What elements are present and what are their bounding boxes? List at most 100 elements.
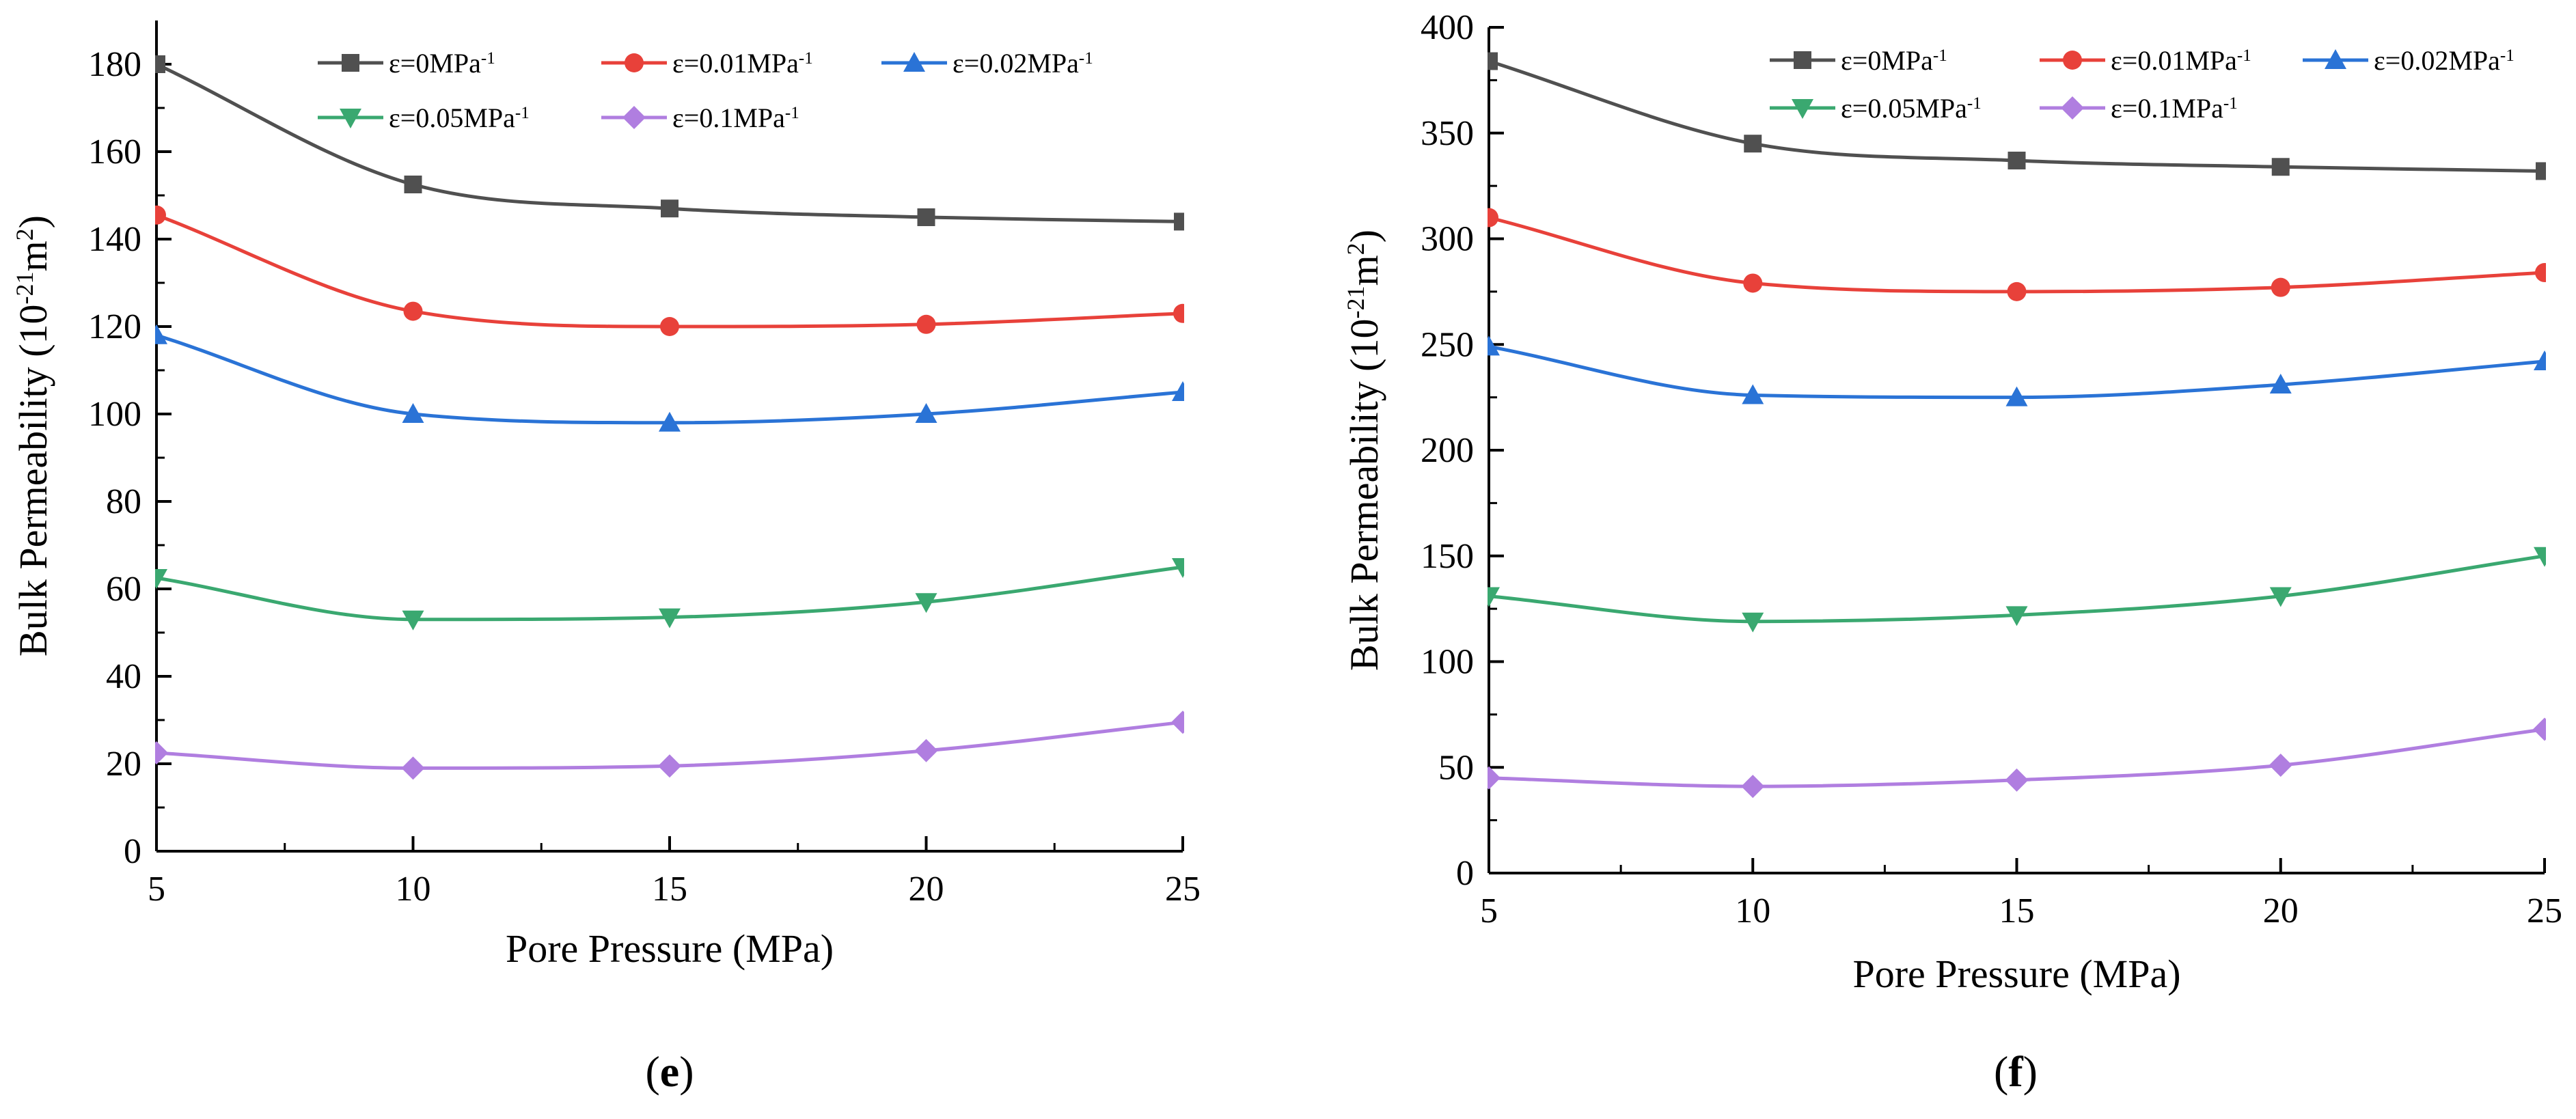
y-tick-label: 40	[106, 657, 141, 696]
panel-label: (e)	[645, 1047, 694, 1096]
data-point-s0-0	[1488, 52, 1498, 70]
y-axis-title: Bulk Permeability (10-21m2)	[11, 215, 55, 657]
data-point-s1-0	[1488, 208, 1498, 227]
y-tick-label: 100	[1421, 643, 1474, 682]
data-point-s1-4	[2535, 263, 2546, 283]
data-point-s2-2	[659, 411, 681, 432]
legend-marker-1	[625, 53, 644, 72]
data-point-s3-3	[915, 593, 937, 613]
y-tick-label: 100	[88, 395, 141, 434]
x-tick-label: 20	[2263, 892, 2299, 930]
data-point-s0-2	[661, 199, 679, 218]
legend-marker-2	[2325, 49, 2346, 69]
legend-marker-3	[340, 109, 361, 128]
x-tick-label: 25	[1165, 870, 1201, 909]
data-point-s4-4	[1171, 710, 1184, 734]
y-tick-label: 0	[1456, 854, 1474, 893]
y-tick-label: 120	[88, 307, 141, 346]
x-tick-label: 10	[396, 870, 431, 909]
x-tick-label: 5	[148, 870, 165, 909]
data-point-s2-1	[1742, 384, 1764, 404]
x-tick-label: 15	[1999, 892, 2035, 930]
data-point-s4-3	[2269, 754, 2292, 777]
legend-marker-4	[2061, 96, 2084, 120]
data-point-s0-1	[1744, 135, 1762, 153]
data-point-s2-3	[915, 403, 937, 423]
data-point-s2-0	[155, 324, 167, 344]
legend-marker-2	[903, 52, 925, 72]
x-tick-label: 5	[1480, 892, 1498, 930]
data-point-s4-2	[658, 754, 681, 778]
data-point-s3-4	[1172, 558, 1184, 578]
legend-label-2: ε=0.02MPa-1	[2374, 45, 2515, 76]
data-point-s2-4	[1172, 381, 1184, 401]
data-point-s0-4	[1174, 212, 1184, 231]
data-point-s1-3	[2271, 277, 2290, 297]
data-point-s3-0	[1488, 587, 1500, 607]
plot-area	[155, 55, 1184, 780]
data-point-s1-1	[403, 301, 423, 321]
data-point-s0-2	[2008, 151, 2026, 169]
data-point-s4-2	[2005, 768, 2029, 792]
data-point-s2-3	[2269, 374, 2292, 394]
legend-label-1: ε=0.01MPa-1	[672, 48, 813, 79]
data-point-s3-2	[659, 608, 681, 628]
data-point-s3-2	[2005, 606, 2028, 626]
legend-marker-0	[342, 54, 359, 72]
data-point-s3-3	[2269, 587, 2292, 607]
data-point-s3-0	[155, 569, 167, 589]
y-tick-label: 50	[1438, 748, 1474, 787]
y-tick-label: 350	[1421, 114, 1474, 153]
data-point-s3-1	[402, 610, 424, 631]
legend-label-3: ε=0.05MPa-1	[1841, 93, 1982, 124]
data-point-s4-4	[2533, 717, 2546, 741]
data-point-s1-0	[155, 205, 166, 225]
legend-label-4: ε=0.1MPa-1	[2111, 93, 2238, 124]
data-point-s3-4	[2534, 547, 2546, 567]
plot-area	[1488, 52, 2546, 799]
y-tick-label: 0	[124, 832, 141, 871]
legend: ε=0MPa-1 ε=0.01MPa-1 ε=0.02MPa-1 ε=0.05MPa-…	[1770, 45, 2515, 124]
y-tick-label: 400	[1421, 8, 1474, 47]
x-axis-title: Pore Pressure (MPa)	[506, 926, 834, 971]
data-point-s1-3	[916, 314, 936, 334]
x-tick-label: 10	[1735, 892, 1770, 930]
legend: ε=0MPa-1 ε=0.01MPa-1 ε=0.02MPa-1 ε=0.05MPa-…	[318, 48, 1093, 133]
y-tick-label: 80	[106, 482, 141, 521]
data-point-s1-4	[1173, 303, 1184, 323]
legend-label-2: ε=0.02MPa-1	[953, 48, 1093, 79]
y-tick-label: 20	[106, 745, 141, 784]
legend-label-3: ε=0.05MPa-1	[389, 102, 530, 133]
data-point-s4-1	[401, 756, 425, 780]
data-point-s0-1	[404, 176, 422, 193]
x-tick-label: 20	[909, 870, 944, 909]
series-line-0	[155, 62, 1183, 223]
y-tick-label: 150	[1421, 537, 1474, 576]
chart-panel-e: 0 20 40 60 80 100 120 140 160 180 5 10 15 20 25 Pore Pr…	[11, 20, 1201, 1096]
data-point-s4-0	[155, 741, 168, 764]
series-line-1	[156, 213, 1183, 329]
data-point-s0-3	[2271, 158, 2290, 176]
series-line-2	[156, 333, 1183, 425]
y-tick-label: 160	[88, 133, 141, 171]
data-point-s3-1	[1742, 612, 1764, 633]
data-point-s1-2	[2007, 281, 2027, 301]
data-point-s2-2	[2005, 386, 2028, 406]
legend-label-0: ε=0MPa-1	[389, 48, 495, 79]
data-point-s2-4	[2534, 350, 2546, 371]
data-point-s4-3	[914, 738, 938, 762]
chart-panel-f: 0 50 100 150 200 250 300 350 400 5 10 15 20 25 Pore Pr…	[1342, 8, 2562, 1096]
data-point-s0-4	[2536, 162, 2546, 180]
data-point-s4-0	[1488, 766, 1501, 790]
data-point-s0-3	[917, 208, 935, 226]
legend-label-0: ε=0MPa-1	[1841, 45, 1947, 76]
legend-label-4: ε=0.1MPa-1	[672, 102, 799, 133]
y-tick-label: 60	[106, 570, 141, 609]
legend-marker-4	[622, 106, 646, 129]
y-tick-label: 180	[88, 45, 141, 84]
legend-marker-1	[2063, 51, 2082, 70]
data-point-s4-1	[1741, 775, 1765, 799]
x-tick-label: 25	[2527, 892, 2562, 930]
data-point-s1-1	[1743, 273, 1763, 293]
